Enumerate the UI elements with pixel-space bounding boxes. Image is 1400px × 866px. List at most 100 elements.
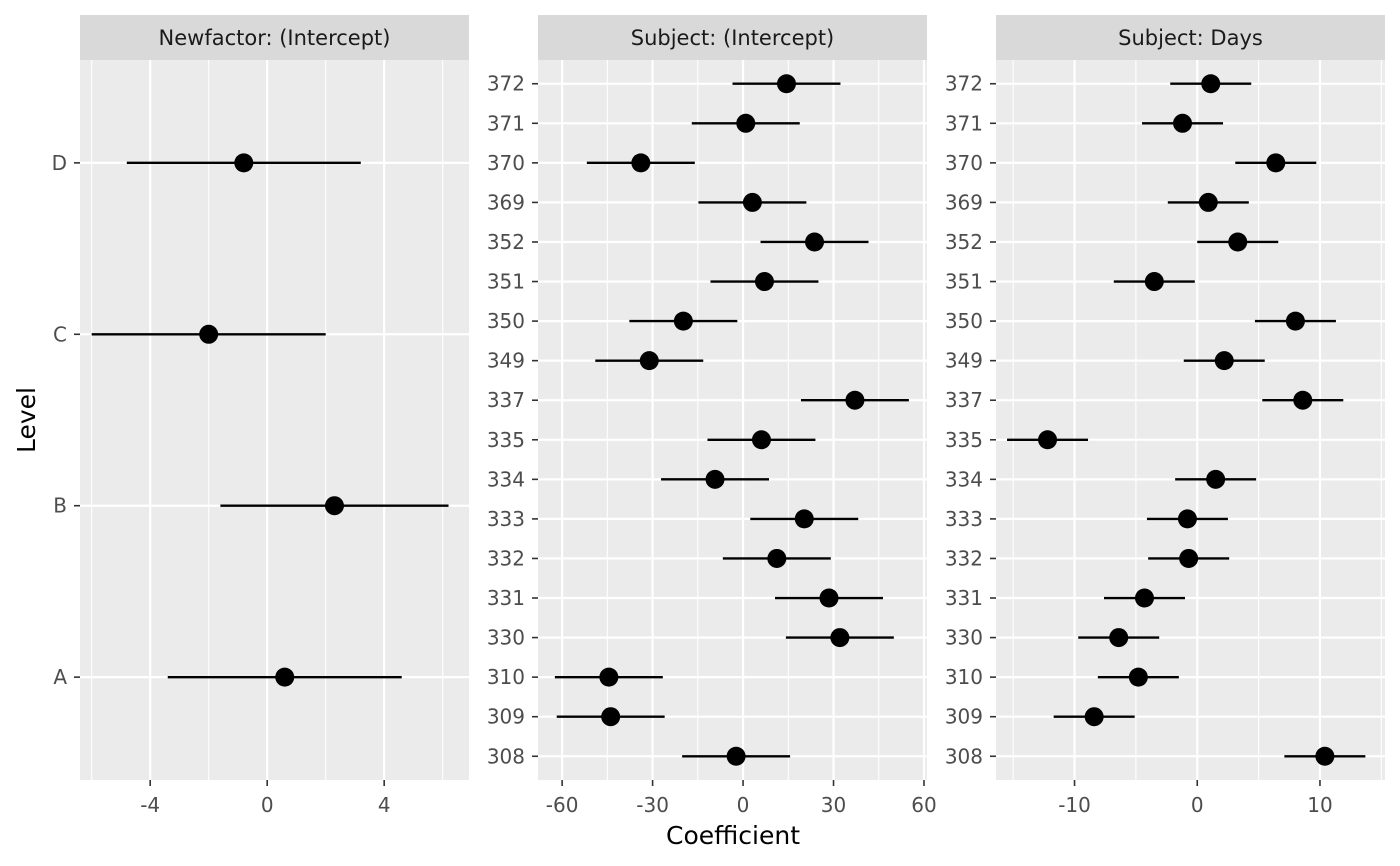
y-tick-label: 351	[945, 270, 983, 294]
estimate-point	[754, 272, 774, 292]
estimate-point	[1177, 509, 1197, 529]
estimate-point	[767, 548, 787, 568]
estimate-point	[1198, 192, 1218, 212]
y-tick-label: 351	[487, 270, 525, 294]
estimate-point	[751, 430, 771, 450]
y-tick-label: 369	[487, 190, 525, 214]
estimate-point	[1285, 311, 1305, 331]
y-tick-label: 330	[487, 626, 525, 650]
x-tick-label: 0	[261, 793, 274, 817]
panel-background	[996, 60, 1385, 780]
facet-title: Newfactor: (Intercept)	[159, 26, 391, 50]
estimate-point	[1144, 272, 1164, 292]
facet-title: Subject: (Intercept)	[631, 26, 835, 50]
estimate-point	[1214, 351, 1234, 371]
y-tick-label: 350	[945, 309, 983, 333]
y-tick-label: 331	[487, 586, 525, 610]
estimate-point	[1084, 707, 1104, 727]
y-tick-label: 352	[945, 230, 983, 254]
y-tick-label: A	[53, 665, 67, 689]
y-tick-label: 352	[487, 230, 525, 254]
y-tick-label: 335	[487, 428, 525, 452]
y-tick-label: 332	[945, 546, 983, 570]
estimate-point	[1228, 232, 1248, 252]
estimate-point	[805, 232, 825, 252]
y-tick-label: 331	[945, 586, 983, 610]
y-tick-label: 371	[487, 111, 525, 135]
y-tick-label: 333	[945, 507, 983, 531]
y-tick-label: 349	[487, 349, 525, 373]
y-tick-label: 349	[945, 349, 983, 373]
y-tick-label: 310	[945, 665, 983, 689]
estimate-point	[1179, 548, 1199, 568]
y-tick-label: 350	[487, 309, 525, 333]
x-tick-label: 30	[821, 793, 846, 817]
y-tick-label: 334	[487, 467, 525, 491]
facet-title: Subject: Days	[1118, 26, 1263, 50]
estimate-point	[599, 667, 619, 687]
estimate-point	[631, 153, 651, 173]
x-tick-label: -30	[636, 793, 669, 817]
y-tick-label: 335	[945, 428, 983, 452]
y-tick-label: 370	[945, 151, 983, 175]
y-tick-label: D	[52, 151, 67, 175]
estimate-point	[830, 628, 850, 648]
estimate-point	[673, 311, 693, 331]
y-tick-label: 308	[945, 744, 983, 768]
x-tick-label: 10	[1307, 793, 1332, 817]
x-tick-label: 4	[378, 793, 391, 817]
y-tick-label: C	[53, 322, 67, 346]
facet-strip	[538, 15, 927, 60]
x-axis-title: Coefficient	[666, 821, 800, 850]
panel-background	[80, 60, 469, 780]
estimate-point	[1173, 113, 1193, 133]
y-axis-title: Level	[12, 387, 41, 453]
estimate-point	[234, 153, 254, 173]
x-tick-label: 0	[1191, 793, 1204, 817]
estimate-point	[1134, 588, 1154, 608]
y-tick-label: 308	[487, 744, 525, 768]
y-tick-label: 310	[487, 665, 525, 689]
y-tick-label: 370	[487, 151, 525, 175]
y-tick-label: B	[53, 494, 67, 518]
facet-strip	[996, 15, 1385, 60]
estimate-point	[601, 707, 621, 727]
x-tick-label: -10	[1058, 793, 1091, 817]
x-tick-label: -4	[140, 793, 160, 817]
estimate-point	[1266, 153, 1286, 173]
panel-background	[538, 60, 927, 780]
y-tick-label: 309	[945, 705, 983, 729]
estimate-point	[794, 509, 814, 529]
y-tick-label: 332	[487, 546, 525, 570]
y-tick-label: 372	[945, 72, 983, 96]
estimate-point	[705, 469, 725, 489]
y-tick-label: 333	[487, 507, 525, 531]
estimate-point	[776, 74, 796, 94]
estimate-point	[1315, 746, 1335, 766]
y-tick-label: 372	[487, 72, 525, 96]
facet-strip	[80, 15, 469, 60]
y-tick-label: 330	[945, 626, 983, 650]
estimate-point	[742, 192, 762, 212]
y-tick-label: 371	[945, 111, 983, 135]
estimate-point	[1128, 667, 1148, 687]
estimate-point	[845, 390, 865, 410]
y-tick-label: 334	[945, 467, 983, 491]
y-tick-label: 337	[487, 388, 525, 412]
x-tick-label: 60	[911, 793, 936, 817]
estimate-point	[1293, 390, 1313, 410]
estimate-point	[819, 588, 839, 608]
estimate-point	[726, 746, 746, 766]
estimate-point	[1206, 469, 1226, 489]
estimate-point	[275, 667, 295, 687]
x-tick-label: -60	[546, 793, 579, 817]
estimate-point	[1201, 74, 1221, 94]
estimate-point	[639, 351, 659, 371]
estimate-point	[324, 496, 344, 516]
x-tick-label: 0	[737, 793, 750, 817]
y-tick-label: 309	[487, 705, 525, 729]
estimate-point	[736, 113, 756, 133]
y-tick-label: 369	[945, 190, 983, 214]
y-tick-label: 337	[945, 388, 983, 412]
